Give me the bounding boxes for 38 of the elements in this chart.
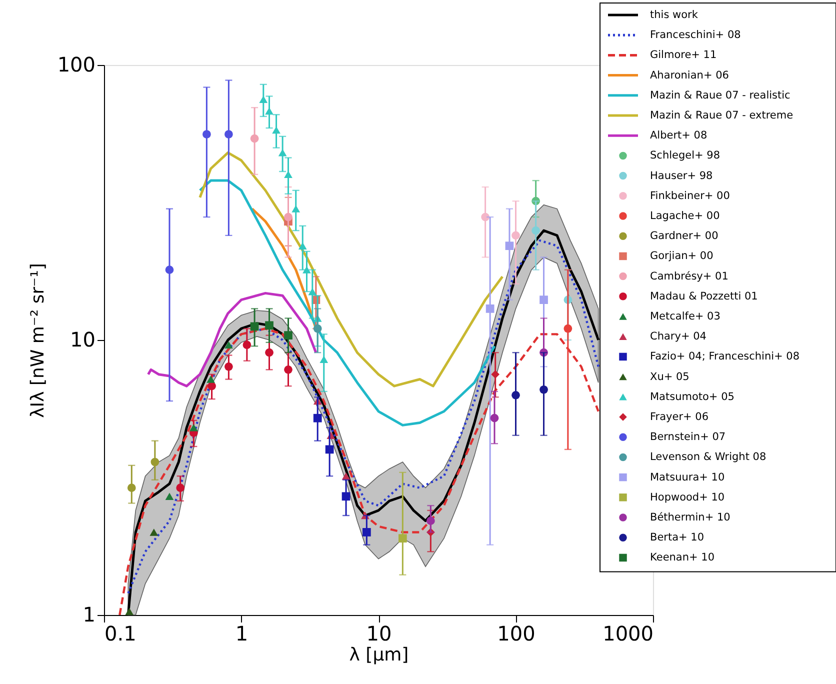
legend-label: Fazio+ 04; Franceschini+ 08 bbox=[650, 350, 800, 363]
legend-label: Xu+ 05 bbox=[650, 370, 690, 383]
legend-label: Béthermin+ 10 bbox=[650, 512, 730, 524]
legend-label: Chary+ 04 bbox=[650, 330, 707, 343]
x-tick-label: 0.1 bbox=[104, 622, 136, 646]
legend-label: Frayer+ 06 bbox=[650, 411, 709, 423]
legend-label: Finkbeiner+ 00 bbox=[650, 190, 730, 202]
x-tick-label: 10 bbox=[366, 622, 392, 646]
x-tick-label: 1 bbox=[235, 622, 248, 646]
legend-label: Cambrésy+ 01 bbox=[650, 270, 728, 282]
legend-label: Gardner+ 00 bbox=[650, 230, 718, 242]
legend-label: Mazin & Raue 07 - realistic bbox=[650, 89, 791, 102]
legend-label: Berta+ 10 bbox=[650, 532, 704, 544]
y-tick-label: 100 bbox=[57, 52, 96, 76]
legend-label: Hauser+ 98 bbox=[650, 170, 713, 182]
legend-label: this work bbox=[650, 9, 699, 21]
legend-label: Mazin & Raue 07 - extreme bbox=[650, 110, 794, 122]
y-tick-label: 1 bbox=[82, 602, 96, 626]
legend-label: Hopwood+ 10 bbox=[650, 491, 725, 504]
x-axis-title: λ [μm] bbox=[349, 644, 409, 666]
legend-label: Matsuura+ 10 bbox=[650, 471, 725, 484]
legend-label: Franceschini+ 08 bbox=[650, 29, 741, 42]
legend-label: Lagache+ 00 bbox=[650, 210, 720, 222]
legend-label: Gilmore+ 11 bbox=[650, 49, 717, 62]
legend-label: Metcalfe+ 03 bbox=[650, 310, 720, 322]
legend-label: Aharonian+ 06 bbox=[650, 69, 730, 82]
legend-label: Levenson & Wright 08 bbox=[650, 451, 766, 464]
y-axis-title: λIλ [nW m⁻² sr⁻¹] bbox=[27, 263, 48, 418]
legend-label: Matsumoto+ 05 bbox=[650, 390, 734, 403]
legend-label: Madau & Pozzetti 01 bbox=[650, 290, 758, 302]
legend-label: Keenan+ 10 bbox=[650, 552, 715, 564]
legend-label: Gorjian+ 00 bbox=[650, 250, 714, 262]
legend-label: Schlegel+ 98 bbox=[650, 150, 720, 162]
y-tick-label: 10 bbox=[70, 328, 96, 352]
legend-label: Albert+ 08 bbox=[650, 130, 708, 142]
x-tick-label: 1000 bbox=[602, 622, 654, 646]
legend-label: Bernstein+ 07 bbox=[650, 431, 726, 444]
x-tick-label: 100 bbox=[497, 622, 536, 646]
